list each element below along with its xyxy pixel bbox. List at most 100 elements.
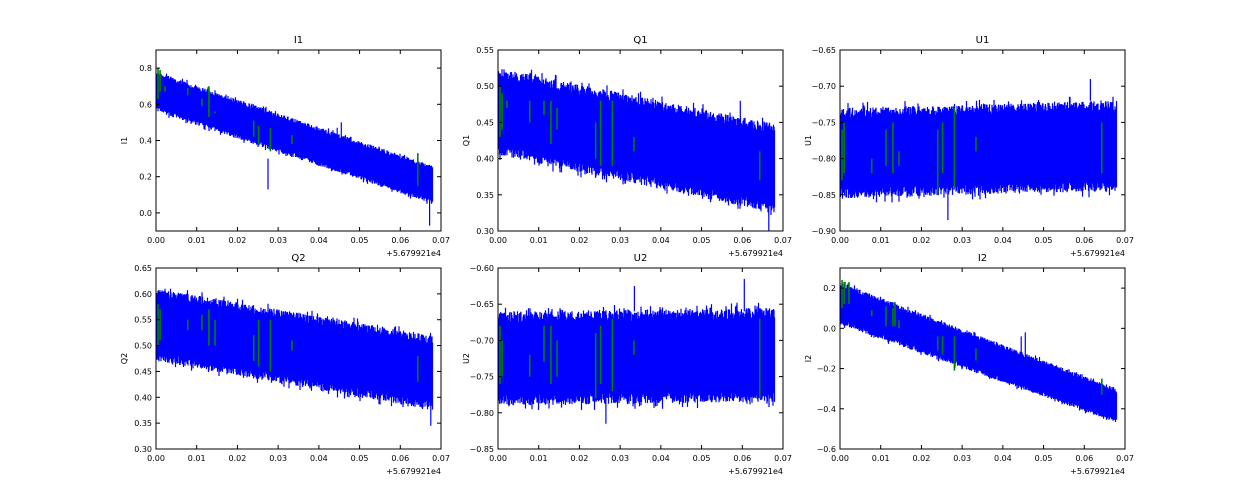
axes-frame <box>497 267 784 450</box>
x-tick-label: 0.06 <box>391 236 409 245</box>
subplot-title: Q2 <box>291 253 305 264</box>
x-tick-label: 0.01 <box>872 454 890 463</box>
x-tick-label: 0.04 <box>994 236 1012 245</box>
x-tick-label: 0.02 <box>571 454 589 463</box>
subplot-u2: 0.00 0.01 0.02 0.03 0.04 0.05 0.06 0.07 −0.85 −0.… <box>462 253 792 476</box>
x-tick-label: 0.04 <box>652 236 670 245</box>
x-tick-label: 0.07 <box>774 454 792 463</box>
subplot-i2: 0.00 0.01 0.02 0.03 0.04 0.05 0.06 0.07 −0.6 −0.4… <box>804 253 1134 476</box>
axes-frame <box>839 49 1126 232</box>
x-offset-label: +5.679921e4 <box>386 249 441 258</box>
plot-area <box>498 278 776 424</box>
x-tick-label: 0.01 <box>188 236 206 245</box>
y-tick-label: 0.0 <box>139 209 152 218</box>
x-tick-label: 0.02 <box>571 236 589 245</box>
y-tick-label: −0.75 <box>469 373 494 382</box>
plot-area <box>840 280 1118 422</box>
y-tick-label: −0.90 <box>811 227 836 236</box>
subplot-title: U2 <box>634 253 648 264</box>
y-tick-label: −0.6 <box>817 445 836 454</box>
y-tick-label: 0.40 <box>134 393 152 402</box>
x-tick-label: 0.05 <box>693 454 711 463</box>
subplot-title: U1 <box>976 35 990 46</box>
series-band-blue <box>840 281 1118 422</box>
x-offset-label: +5.679921e4 <box>386 467 441 476</box>
x-offset-label: +5.679921e4 <box>728 249 783 258</box>
y-tick-label: 0.35 <box>134 419 152 428</box>
y-tick-label: −0.4 <box>817 405 836 414</box>
x-tick-label: 0.00 <box>147 236 165 245</box>
x-tick-label: 0.05 <box>1035 236 1053 245</box>
x-tick-label: 0.00 <box>489 236 507 245</box>
series-band-blue <box>156 288 434 426</box>
y-tick-label: 0.65 <box>134 264 152 273</box>
x-tick-label: 0.05 <box>351 236 369 245</box>
x-offset-label: +5.679921e4 <box>1070 467 1125 476</box>
y-tick-label: 0.55 <box>134 316 152 325</box>
y-axis-label: Q1 <box>462 135 471 146</box>
x-tick-label: 0.05 <box>693 236 711 245</box>
x-tick-label: 0.02 <box>229 236 247 245</box>
subplot-q1: 0.00 0.01 0.02 0.03 0.04 0.05 0.06 0.07 0.30 0.35… <box>462 35 792 258</box>
series-band-blue <box>156 73 434 226</box>
y-tick-label: 0.6 <box>139 100 152 109</box>
y-tick-label: 0.35 <box>476 191 494 200</box>
y-tick-label: −0.70 <box>811 82 836 91</box>
x-tick-label: 0.01 <box>872 236 890 245</box>
x-tick-label: 0.03 <box>611 454 629 463</box>
subplot-title: I2 <box>978 253 987 264</box>
x-tick-label: 0.06 <box>733 236 751 245</box>
x-tick-label: 0.00 <box>489 454 507 463</box>
x-tick-label: 0.00 <box>831 236 849 245</box>
y-tick-label: −0.80 <box>469 409 494 418</box>
y-tick-label: −0.75 <box>811 118 836 127</box>
x-tick-label: 0.04 <box>994 454 1012 463</box>
x-tick-label: 0.03 <box>953 454 971 463</box>
y-tick-label: 0.50 <box>134 342 152 351</box>
plot-area <box>156 288 434 426</box>
y-tick-label: 0.2 <box>823 284 836 293</box>
y-tick-label: 0.50 <box>476 82 494 91</box>
x-tick-label: 0.07 <box>432 454 450 463</box>
y-axis-label: U1 <box>804 135 813 146</box>
x-tick-label: 0.07 <box>432 236 450 245</box>
axes-frame <box>497 49 784 232</box>
x-tick-label: 0.01 <box>188 454 206 463</box>
x-offset-label: +5.679921e4 <box>1070 249 1125 258</box>
y-tick-label: −0.70 <box>469 336 494 345</box>
y-tick-label: −0.85 <box>811 191 836 200</box>
x-tick-label: 0.00 <box>831 454 849 463</box>
subplot-title: Q1 <box>633 35 647 46</box>
axes-frame <box>839 267 1126 450</box>
x-tick-label: 0.04 <box>652 454 670 463</box>
subplot-i1: 0.00 0.01 0.02 0.03 0.04 0.05 0.06 0.07 0.0 0.2 0.… <box>120 35 450 258</box>
x-tick-label: 0.00 <box>147 454 165 463</box>
y-tick-label: 0.45 <box>134 367 152 376</box>
x-tick-label: 0.04 <box>310 454 328 463</box>
x-tick-label: 0.07 <box>774 236 792 245</box>
x-tick-label: 0.03 <box>611 236 629 245</box>
x-tick-label: 0.03 <box>953 236 971 245</box>
x-tick-label: 0.05 <box>351 454 369 463</box>
x-tick-label: 0.07 <box>1116 454 1134 463</box>
subplot-title: I1 <box>294 35 303 46</box>
plot-area <box>498 69 776 231</box>
y-tick-label: −0.65 <box>811 46 836 55</box>
series-band-blue <box>840 79 1118 221</box>
y-axis-label: Q2 <box>120 353 129 364</box>
plot-area <box>840 79 1118 221</box>
x-tick-label: 0.04 <box>310 236 328 245</box>
y-tick-label: −0.65 <box>469 300 494 309</box>
x-tick-label: 0.03 <box>269 236 287 245</box>
y-tick-label: −0.60 <box>469 264 494 273</box>
y-tick-label: 0.30 <box>476 227 494 236</box>
x-tick-label: 0.06 <box>1075 454 1093 463</box>
y-tick-label: −0.2 <box>817 365 836 374</box>
y-axis-label: U2 <box>462 353 471 364</box>
x-tick-label: 0.06 <box>733 454 751 463</box>
x-tick-label: 0.02 <box>913 454 931 463</box>
series-band-blue <box>498 69 776 231</box>
x-tick-label: 0.06 <box>391 454 409 463</box>
y-tick-label: 0.2 <box>139 173 152 182</box>
